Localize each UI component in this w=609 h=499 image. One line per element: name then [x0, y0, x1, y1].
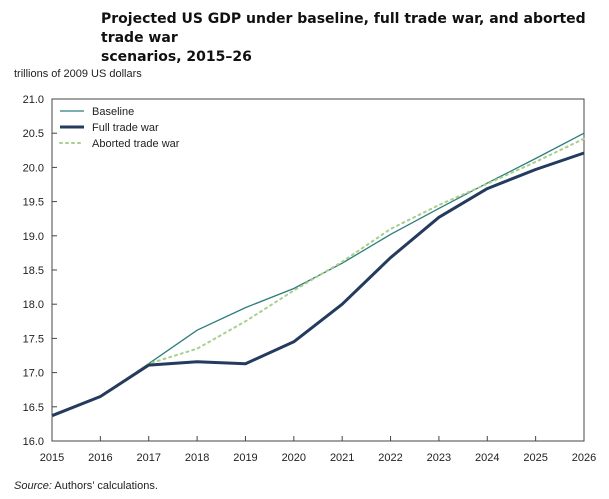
x-tick-label: 2025	[523, 452, 547, 464]
y-tick-label: 18.5	[23, 265, 44, 277]
x-tick-label: 2024	[475, 452, 499, 464]
chart-title-line-1: Projected US GDP under baseline, full tr…	[101, 11, 586, 46]
y-tick-label: 19.5	[23, 197, 44, 209]
legend-label-aborted-trade-war: Aborted trade war	[92, 138, 180, 150]
x-tick-label: 2020	[282, 452, 306, 464]
legend-label-baseline: Baseline	[92, 106, 134, 118]
y-tick-label: 17.5	[23, 333, 44, 345]
series-line-full-trade-war	[51, 151, 585, 418]
y-tick-label: 19.0	[23, 231, 44, 243]
chart-title-line-2: scenarios, 2015–26	[101, 49, 252, 65]
x-tick-label: 2018	[185, 452, 209, 464]
source-text: Authors’ calculations.	[54, 480, 158, 492]
x-tick-label: 2022	[378, 452, 402, 464]
y-tick-label: 20.5	[23, 128, 44, 140]
y-axis-unit-label: trillions of 2009 US dollars	[14, 68, 142, 80]
y-tick-label: 18.0	[23, 299, 44, 311]
y-tick-label: 17.0	[23, 368, 44, 380]
x-tick-label: 2019	[233, 452, 257, 464]
y-tick-label: 21.0	[23, 94, 44, 106]
legend-label-full-trade-war: Full trade war	[92, 122, 159, 134]
y-tick-label: 16.0	[23, 436, 44, 448]
x-tick-label: 2017	[136, 452, 160, 464]
x-tick-label: 2026	[572, 452, 596, 464]
series-line-baseline	[51, 132, 585, 417]
x-tick-label: 2021	[330, 452, 354, 464]
source-label: Source:	[14, 480, 52, 492]
chart-title: Projected US GDP under baseline, full tr…	[101, 10, 601, 67]
x-tick-label: 2023	[427, 452, 451, 464]
x-tick-label: 2016	[88, 452, 112, 464]
x-tick-label: 2015	[40, 452, 64, 464]
series-line-aborted-trade-war	[51, 137, 585, 417]
source-note: Source: Authors’ calculations.	[14, 480, 158, 492]
y-tick-label: 16.5	[23, 402, 44, 414]
plot-area-border	[51, 98, 585, 442]
y-tick-label: 20.0	[23, 162, 44, 174]
